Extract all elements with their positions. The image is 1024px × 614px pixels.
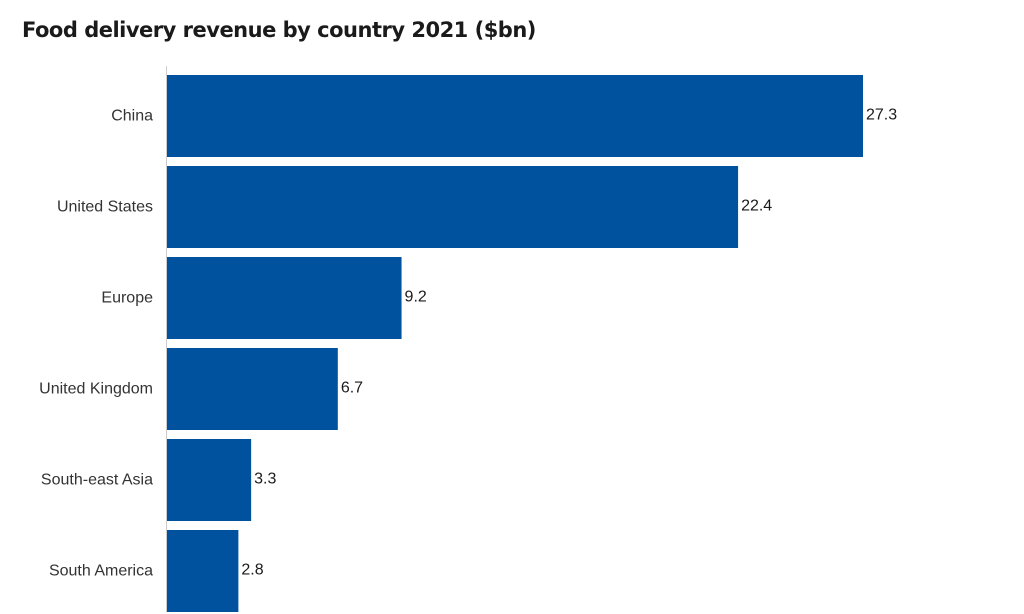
chart-title: Food delivery revenue by country 2021 ($… [22, 18, 536, 42]
value-label: 9.2 [405, 289, 427, 306]
value-label: 27.3 [866, 107, 897, 124]
value-label: 22.4 [741, 198, 772, 215]
category-label: United Kingdom [39, 381, 153, 398]
value-label: 3.3 [254, 471, 276, 488]
bar [167, 257, 402, 339]
bars-layer: China 27.3 United States 22.4 Europe 9.2 Unite… [39, 75, 897, 612]
bar [167, 75, 863, 157]
bar [167, 530, 239, 612]
category-label: Europe [101, 290, 153, 307]
category-label: China [111, 108, 153, 125]
value-label: 6.7 [341, 380, 363, 397]
category-label: United States [57, 199, 153, 216]
bar [167, 439, 252, 521]
bar [167, 348, 338, 430]
category-label: South-east Asia [41, 472, 153, 489]
bar [167, 166, 739, 248]
category-label: South America [49, 563, 153, 580]
value-label: 2.8 [241, 562, 263, 579]
